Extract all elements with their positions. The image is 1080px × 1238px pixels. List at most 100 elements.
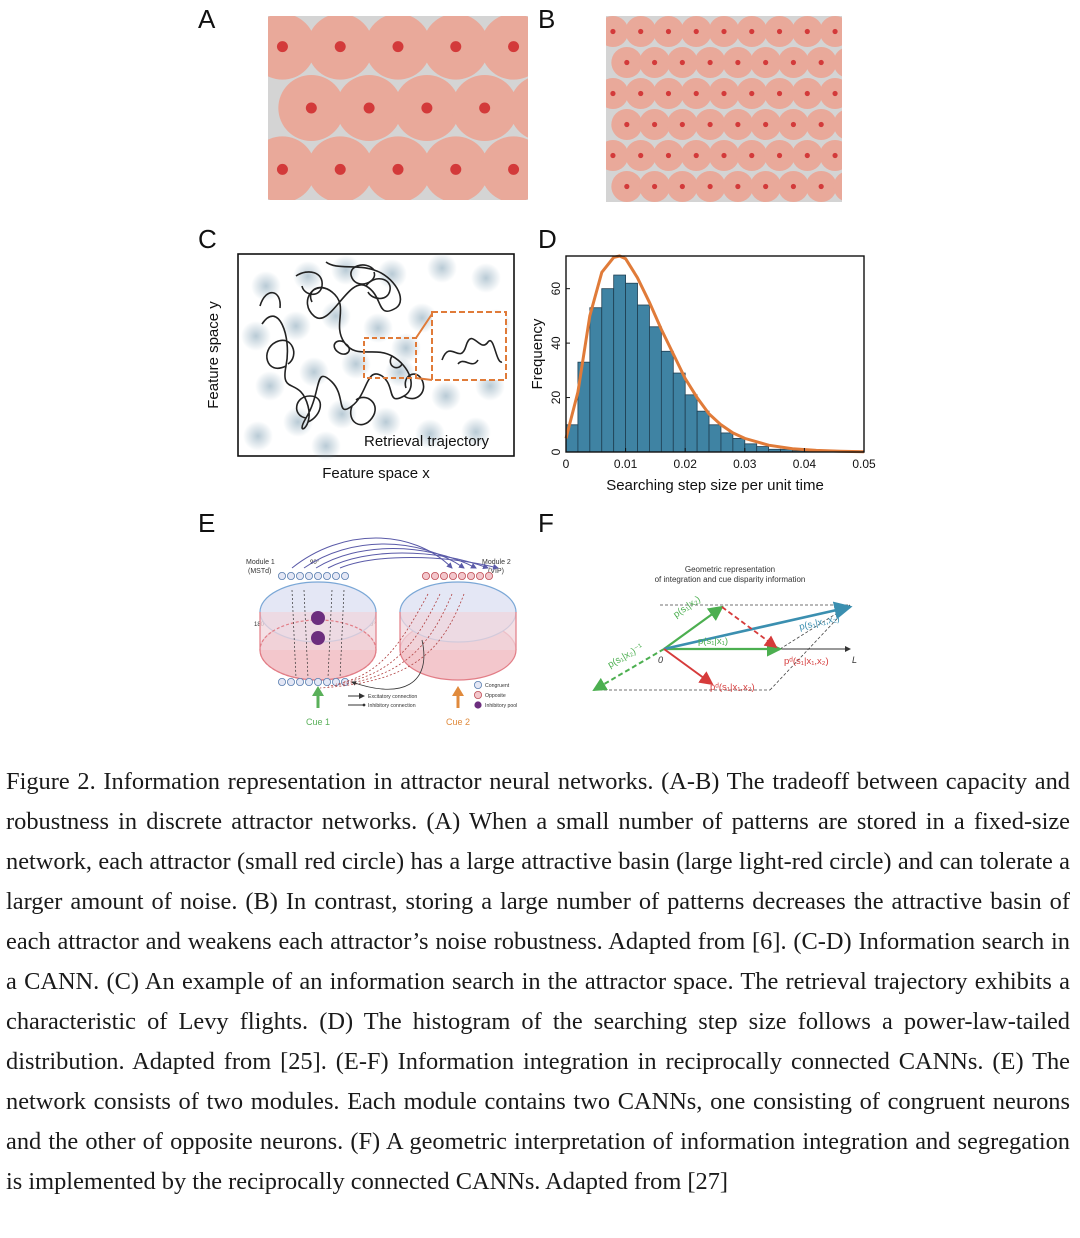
label-disparity: pᵈ(s₁|x₁,x₂) xyxy=(710,682,755,693)
label-x2: p(s₁|x₂) xyxy=(671,594,702,620)
b-attractor-dot xyxy=(624,59,630,66)
b-attractor-dot xyxy=(776,152,783,159)
b-attractor-dot xyxy=(651,59,658,66)
attractor-blob xyxy=(427,253,457,283)
neuron xyxy=(296,677,305,686)
angle-90: 90° xyxy=(310,560,320,566)
b-attractor-dot xyxy=(665,28,672,35)
histogram-bars xyxy=(565,274,817,453)
legend-congruent: Congruent xyxy=(485,683,510,689)
a-basin xyxy=(268,136,316,200)
panel-e-network-diagram: Module 1 (MSTd) Module 2 (VIP) 90° 180° … xyxy=(246,537,517,727)
b-attractor-dot xyxy=(804,90,810,97)
histogram-x-label: Searching step size per unit time xyxy=(606,477,824,494)
b-basin xyxy=(833,48,842,77)
b-attractor-dot xyxy=(804,152,810,159)
b-attractor-dot xyxy=(749,152,755,159)
neuron xyxy=(278,572,287,581)
b-attractor-dot xyxy=(804,28,810,35)
figure-caption: Figure 2. Information representation in … xyxy=(6,768,1070,1195)
cue1-label: Cue 1 xyxy=(306,717,330,727)
b-basin xyxy=(819,16,842,47)
inhibitory-pool-2 xyxy=(311,631,325,645)
histogram-bar xyxy=(613,274,627,453)
panel-c-retrieval-trajectory: Retrieval trajectory Feature space x Fea… xyxy=(205,253,515,482)
y-tick-labels: 0 20 40 60 xyxy=(549,282,570,455)
panel-label-c: C xyxy=(198,224,217,254)
panel-d-histogram: 0 0.01 0.02 0.03 0.04 0.05 0 20 40 60 Searching … xyxy=(529,254,876,494)
neuron xyxy=(278,677,287,686)
b-attractor-dot xyxy=(818,121,824,128)
b-attractor-dot xyxy=(749,90,755,97)
attractor-blob xyxy=(377,259,407,289)
panel-label-e: E xyxy=(198,508,216,538)
zoom-box-large xyxy=(431,311,507,381)
histogram-bar xyxy=(625,282,638,453)
x-tick-label: 0.04 xyxy=(793,457,817,471)
attractor-blob xyxy=(461,417,491,447)
panel-b-attractor-basins-many xyxy=(606,16,842,202)
attractor-blob xyxy=(293,261,323,291)
b-attractor-dot xyxy=(679,121,685,128)
b-attractor-dot xyxy=(735,59,741,66)
zoomed-trajectory xyxy=(441,337,503,363)
vector-x2 xyxy=(663,605,724,650)
within-module-connections xyxy=(291,589,345,679)
b-attractor-dot xyxy=(735,121,741,128)
zoom-connector-bottom xyxy=(415,377,433,381)
inhibitory-pool-legend-marker xyxy=(474,701,482,709)
axis-l-label: L xyxy=(852,655,857,665)
opposite-legend-marker xyxy=(473,690,482,699)
b-attractor-dot xyxy=(776,90,783,97)
attractor-blob xyxy=(243,421,273,451)
trajectory-annotation: Retrieval trajectory xyxy=(364,433,490,450)
zoom-connector-top xyxy=(415,313,433,339)
legend-inhibitory: Inhibitory connection xyxy=(368,703,416,709)
a-basin xyxy=(480,16,528,80)
congruent-legend-marker xyxy=(473,680,482,689)
b-attractor-dot xyxy=(707,183,713,190)
x-tick-label: 0.01 xyxy=(614,457,638,471)
f-title-line-2: of integration and cue disparity informa… xyxy=(655,575,806,584)
x-axis-label: Feature space x xyxy=(322,465,430,482)
a-attractor-dot xyxy=(450,41,462,53)
neuron xyxy=(287,572,296,581)
neuron xyxy=(323,572,332,581)
b-attractor-dot xyxy=(735,183,741,190)
y-axis-label: Feature space y xyxy=(205,301,222,409)
module1-name: Module 1 xyxy=(246,559,275,566)
b-attractor-dot xyxy=(679,183,685,190)
b-attractor-dot xyxy=(693,152,699,159)
neuron xyxy=(430,572,439,581)
histogram-bar xyxy=(660,350,674,453)
a-attractor-dot xyxy=(508,41,520,53)
plot-frame xyxy=(565,255,865,453)
attractor-blob xyxy=(363,313,393,343)
b-attractor-dot xyxy=(790,121,797,128)
histogram-bar xyxy=(649,326,662,453)
x-tick-label: 0 xyxy=(563,457,570,471)
a-attractor-dot xyxy=(421,102,433,114)
attractor-blob xyxy=(331,255,361,285)
attractor-blob xyxy=(327,399,357,429)
b-attractor-dot xyxy=(638,28,644,35)
attractor-blob xyxy=(371,407,401,437)
y-tick-label: 0 xyxy=(549,448,563,455)
b-basin xyxy=(833,110,842,139)
attractor-blob xyxy=(407,303,437,333)
vector-disparity-shifted xyxy=(721,606,778,649)
neuron xyxy=(287,677,296,686)
neuron xyxy=(323,677,332,686)
inhibitory-pool-1 xyxy=(311,611,325,625)
label-x1: p(s₁|x₁) xyxy=(698,636,728,647)
b-attractor-dot xyxy=(832,28,838,35)
trajectory-path xyxy=(259,261,425,430)
histogram-bar xyxy=(732,437,746,453)
neuron xyxy=(332,677,341,686)
label-x2-inverse: p(s₁|x₂)⁻¹ xyxy=(606,642,645,671)
attractor-blob xyxy=(321,301,351,331)
b-attractor-dot xyxy=(707,121,713,128)
b-attractor-dot xyxy=(693,28,699,35)
b-basin xyxy=(606,140,629,171)
attractor-blob xyxy=(241,321,271,351)
